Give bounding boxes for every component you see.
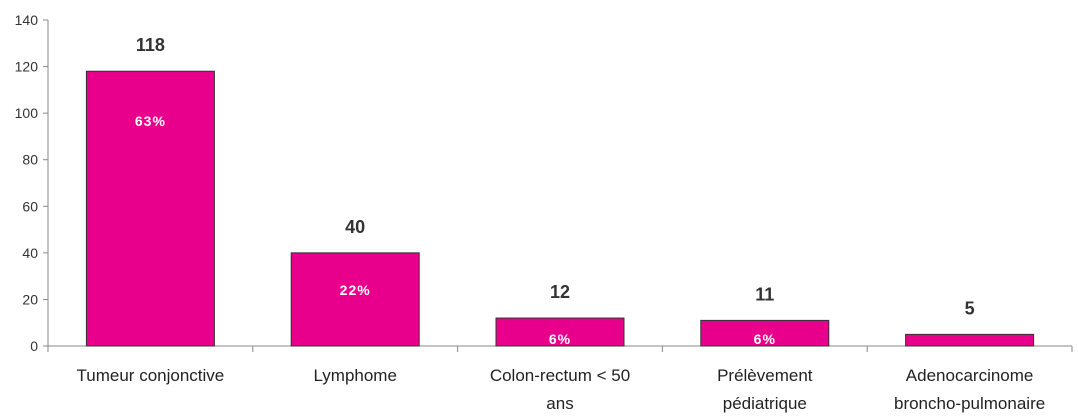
percent-label: 22%: [340, 282, 371, 298]
category-label-line: Tumeur conjonctive: [77, 366, 225, 385]
y-tick-label: 0: [30, 338, 38, 354]
category-label-line: ans: [546, 394, 573, 413]
value-label: 11: [755, 284, 774, 304]
y-tick-label: 140: [15, 12, 39, 28]
bar: [905, 333, 1035, 347]
y-tick-label: 80: [22, 152, 38, 168]
category-label-line: Colon-rectum < 50: [490, 366, 630, 385]
category-label: Adenocarcinome broncho-pulmonaire: [894, 366, 1045, 413]
percent-label: 6%: [754, 331, 776, 347]
category-label: Tumeur conjonctive: [77, 366, 225, 385]
value-label: 5: [965, 298, 975, 318]
category-label-line: Adenocarcinome: [906, 366, 1034, 385]
x-axis: Tumeur conjonctive Lymphome Colon-rectum <…: [47, 345, 1073, 413]
category-label-line: pédiatrique: [723, 394, 807, 413]
bar: [700, 319, 830, 347]
data-labels: 118 63% 40 22% 12 6% 11 6% 5: [135, 35, 975, 347]
y-tick-label: 60: [22, 198, 38, 214]
y-tick-label: 40: [22, 245, 38, 261]
category-label-line: Lymphome: [313, 366, 396, 385]
category-label: Lymphome: [313, 366, 396, 385]
y-axis: 0 20 40 60 80 100 120 140: [15, 12, 49, 354]
value-label: 40: [345, 217, 365, 237]
y-tick-label: 120: [15, 59, 39, 75]
bars: [85, 70, 1035, 347]
category-label: Prélèvement pédiatrique: [717, 366, 813, 413]
percent-label: 6%: [549, 331, 571, 347]
percent-label: 63%: [135, 113, 166, 129]
bar: [495, 317, 625, 347]
value-label: 12: [550, 282, 570, 302]
category-label: Colon-rectum < 50 ans: [490, 366, 630, 413]
bar: [85, 70, 215, 347]
bar: [290, 252, 420, 347]
value-label: 118: [136, 35, 165, 55]
category-label-line: broncho-pulmonaire: [894, 394, 1045, 413]
y-tick-label: 100: [15, 105, 39, 121]
y-tick-label: 20: [22, 291, 38, 307]
category-label-line: Prélèvement: [717, 366, 813, 385]
